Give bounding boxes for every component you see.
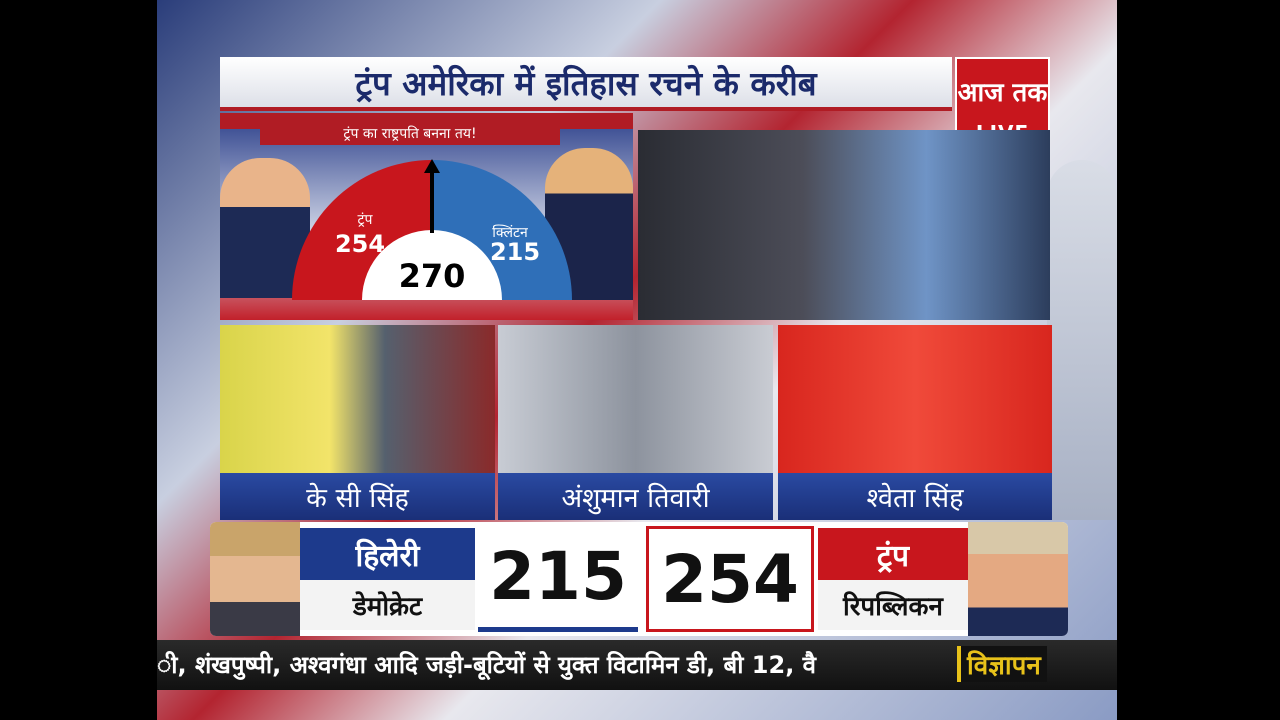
left-votes: 254 <box>334 230 386 258</box>
headline: ट्रंप अमेरिका में इतिहास रचने के करीब <box>355 63 817 103</box>
target: 270 <box>398 257 466 295</box>
gauge-center <box>362 230 502 300</box>
scoreboard: हिलेरी डेमोक्रेट 215 254 ट्रंप रिपब्लिकन <box>210 522 1068 636</box>
panelist-name: श्वेता सिंह <box>778 473 1052 520</box>
crowd-video <box>638 130 1050 320</box>
ticker-tag: विज्ञापन <box>957 646 1047 682</box>
ticker: ी, शंखपुष्पी, अश्वगंधा आदि जड़ी-बूटियों … <box>157 640 1117 690</box>
right-name: ट्रंप <box>818 528 968 580</box>
graphic-panel: ट्रंप का राष्ट्रपति बनना तय! ट्रंप 254 क… <box>220 113 633 320</box>
panelist-3: श्वेता सिंह <box>778 325 1052 520</box>
panelist-name: अंशुमान तिवारी <box>498 473 773 520</box>
right-votes: 215 <box>489 238 541 266</box>
hillary-photo <box>210 522 300 636</box>
gauge <box>292 159 572 300</box>
panelist-name: के सी सिंह <box>220 473 495 520</box>
right-party: रिपब्लिकन <box>818 580 968 630</box>
ticker-text: ी, शंखपुष्पी, अश्वगंधा आदि जड़ी-बूटियों … <box>157 651 817 679</box>
gauge-arrowhead <box>424 159 440 173</box>
logo-name: आज तक <box>957 78 1048 108</box>
panelist-1: के सी सिंह <box>220 325 495 520</box>
capitol-bg <box>1047 160 1117 520</box>
panelist-2: अंशुमान तिवारी <box>498 325 773 520</box>
headline-bar: ट्रंप अमेरिका में इतिहास रचने के करीब <box>220 57 952 111</box>
left-name: हिलेरी <box>300 528 475 580</box>
right-name: क्लिंटन <box>492 224 528 241</box>
trump-photo <box>968 522 1068 636</box>
left-name: ट्रंप <box>357 211 373 228</box>
ribbon: ट्रंप का राष्ट्रपति बनना तय! <box>260 121 560 145</box>
right-votes: 254 <box>646 526 814 632</box>
left-votes: 215 <box>478 526 638 632</box>
left-party: डेमोक्रेट <box>300 580 475 630</box>
